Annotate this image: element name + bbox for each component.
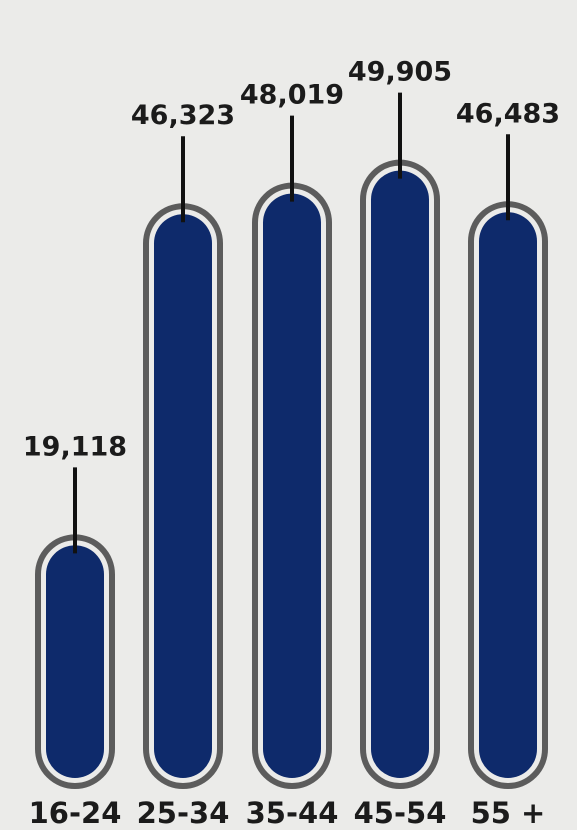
data-label: 46,323 — [131, 100, 235, 131]
bar — [263, 193, 321, 778]
bar — [371, 170, 429, 779]
bar — [479, 212, 537, 779]
x-tick-label: 25-34 — [137, 796, 230, 830]
x-tick-label: 55 + — [471, 796, 546, 830]
data-label: 49,905 — [348, 57, 452, 88]
x-tick-label: 35-44 — [246, 796, 339, 830]
data-label: 48,019 — [240, 80, 344, 111]
x-tick-label: 45-54 — [354, 796, 447, 830]
bar — [46, 545, 104, 778]
data-label: 46,483 — [456, 98, 560, 129]
x-tick-label: 16-24 — [29, 796, 122, 830]
bar — [154, 214, 212, 778]
data-label: 19,118 — [23, 431, 127, 462]
